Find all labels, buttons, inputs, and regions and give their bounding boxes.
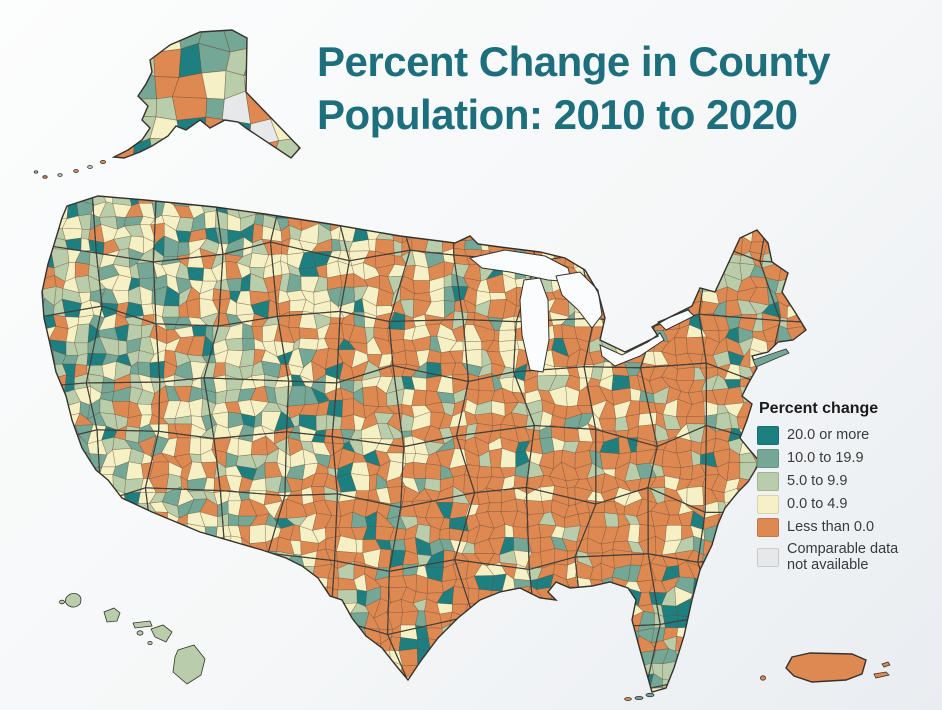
legend-label: Comparable data not available [787,541,899,574]
island-maui [150,624,173,643]
map-legend: Percent change 20.0 or more 10.0 to 19.9… [757,400,939,577]
borough-mosaic-alaska [114,30,300,158]
legend-swatch-10-to-19.9 [757,449,779,468]
legend-label: 0.0 to 4.9 [787,496,848,513]
legend-label: 10.0 to 19.9 [787,450,864,467]
page-title: Percent Change in County Population: 201… [317,36,917,142]
legend-swatch-5-to-9.9 [757,472,779,491]
lake-erie [599,332,665,367]
island-hawaii [172,644,206,685]
hawaii-inset [59,593,206,685]
aleutian-island [73,169,79,173]
legend-swatch-less-than-0 [757,518,779,537]
aleutian-island [87,165,93,169]
mainland-outline [41,195,807,693]
legend-item: 20.0 or more [757,426,939,445]
legend-title: Percent change [759,400,879,417]
legend-swatch-not-available [757,547,779,567]
island-lanai [136,630,144,636]
aleutian-island [33,170,39,174]
island-kauai [65,593,82,608]
legend-label: 20.0 or more [787,427,870,444]
island-mona [760,675,767,681]
lake-huron [555,271,603,329]
legend-label: 5.0 to 9.9 [787,473,848,490]
island-vieques [873,671,890,679]
key-island [624,697,632,701]
long-island [752,348,790,368]
island-niihau [59,599,65,605]
aleutian-island [100,159,107,164]
legend-item: 5.0 to 9.9 [757,472,939,491]
lake-ontario [657,309,695,331]
island-molokai [132,620,153,629]
key-island [634,696,644,701]
puerto-rico-inset [760,652,891,683]
legend-label: Less than 0.0 [787,519,875,536]
county-mosaic-mainland [42,196,806,692]
legend-item: Less than 0.0 [757,518,939,537]
page-title-line1: Percent Change in County [317,38,831,85]
aleutian-island [57,173,63,177]
puerto-rico-outline [785,652,867,683]
florida-keys [624,692,655,701]
alaska-outline [111,29,301,159]
island-oahu [103,607,121,623]
key-island [645,692,655,698]
lake-michigan [519,277,550,373]
alaska-inset [33,29,301,179]
legend-swatch-0-to-4.9 [757,495,779,514]
aleutian-island [42,175,48,179]
legend-swatch-20-or-more [757,426,779,445]
page-title-line2: Population: 2010 to 2020 [317,90,798,138]
island-kahoolawe [147,641,153,646]
legend-item: 0.0 to 4.9 [757,495,939,514]
aleutian-islands [33,159,107,179]
island-culebra [881,661,891,668]
legend-item: 10.0 to 19.9 [757,449,939,468]
great-lakes [468,249,695,373]
legend-item: Comparable data not available [757,541,939,573]
